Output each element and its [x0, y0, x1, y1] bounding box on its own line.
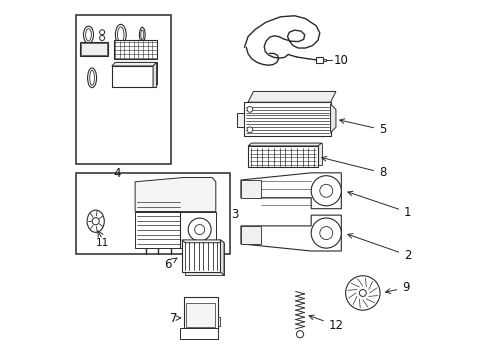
- Bar: [76, 15, 171, 164]
- Bar: [81, 43, 106, 55]
- Text: 11: 11: [96, 238, 109, 248]
- Circle shape: [359, 289, 366, 296]
- Ellipse shape: [141, 30, 143, 40]
- Polygon shape: [241, 215, 341, 251]
- Bar: [186, 303, 214, 327]
- Circle shape: [188, 218, 211, 241]
- Text: 1: 1: [347, 191, 411, 219]
- Bar: [251, 143, 321, 165]
- Bar: [76, 173, 230, 253]
- Polygon shape: [135, 177, 215, 212]
- Bar: [115, 62, 156, 84]
- Bar: [316, 57, 322, 63]
- Bar: [244, 102, 330, 136]
- Polygon shape: [237, 113, 244, 127]
- Ellipse shape: [87, 210, 104, 232]
- Circle shape: [194, 225, 204, 235]
- Bar: [182, 240, 220, 272]
- Text: 6: 6: [163, 258, 177, 271]
- Polygon shape: [217, 317, 220, 326]
- Bar: [241, 180, 261, 198]
- Bar: [185, 243, 224, 275]
- Circle shape: [100, 36, 104, 41]
- Text: 10: 10: [333, 54, 347, 67]
- Bar: [113, 40, 156, 59]
- Circle shape: [319, 184, 332, 197]
- Bar: [180, 328, 217, 338]
- Circle shape: [310, 176, 341, 206]
- Ellipse shape: [87, 68, 96, 87]
- Circle shape: [246, 127, 252, 133]
- Polygon shape: [241, 173, 341, 209]
- Text: 3: 3: [230, 208, 238, 221]
- Polygon shape: [247, 143, 321, 146]
- Ellipse shape: [83, 26, 93, 43]
- Polygon shape: [112, 62, 156, 66]
- Text: 8: 8: [321, 157, 386, 179]
- Bar: [322, 59, 325, 61]
- Circle shape: [100, 30, 104, 35]
- Ellipse shape: [139, 27, 145, 42]
- Circle shape: [296, 330, 303, 338]
- Polygon shape: [220, 240, 224, 275]
- Bar: [80, 42, 108, 56]
- Text: 9: 9: [385, 281, 409, 294]
- Text: 12: 12: [308, 315, 343, 332]
- Circle shape: [310, 218, 341, 248]
- Circle shape: [246, 107, 252, 112]
- Text: 4: 4: [113, 167, 121, 180]
- Polygon shape: [182, 240, 224, 243]
- Polygon shape: [330, 104, 335, 133]
- Polygon shape: [153, 62, 156, 87]
- Polygon shape: [247, 91, 335, 102]
- Text: 7: 7: [170, 311, 181, 325]
- Ellipse shape: [117, 27, 124, 42]
- Circle shape: [92, 218, 99, 225]
- Ellipse shape: [115, 24, 126, 45]
- Text: 5: 5: [339, 119, 386, 136]
- Bar: [112, 66, 153, 87]
- Circle shape: [345, 276, 379, 310]
- Bar: [135, 212, 215, 248]
- Circle shape: [319, 226, 332, 239]
- Bar: [247, 146, 317, 167]
- Ellipse shape: [90, 70, 94, 85]
- Bar: [183, 297, 217, 329]
- Text: 2: 2: [347, 234, 411, 262]
- Ellipse shape: [85, 29, 91, 41]
- Bar: [241, 226, 261, 244]
